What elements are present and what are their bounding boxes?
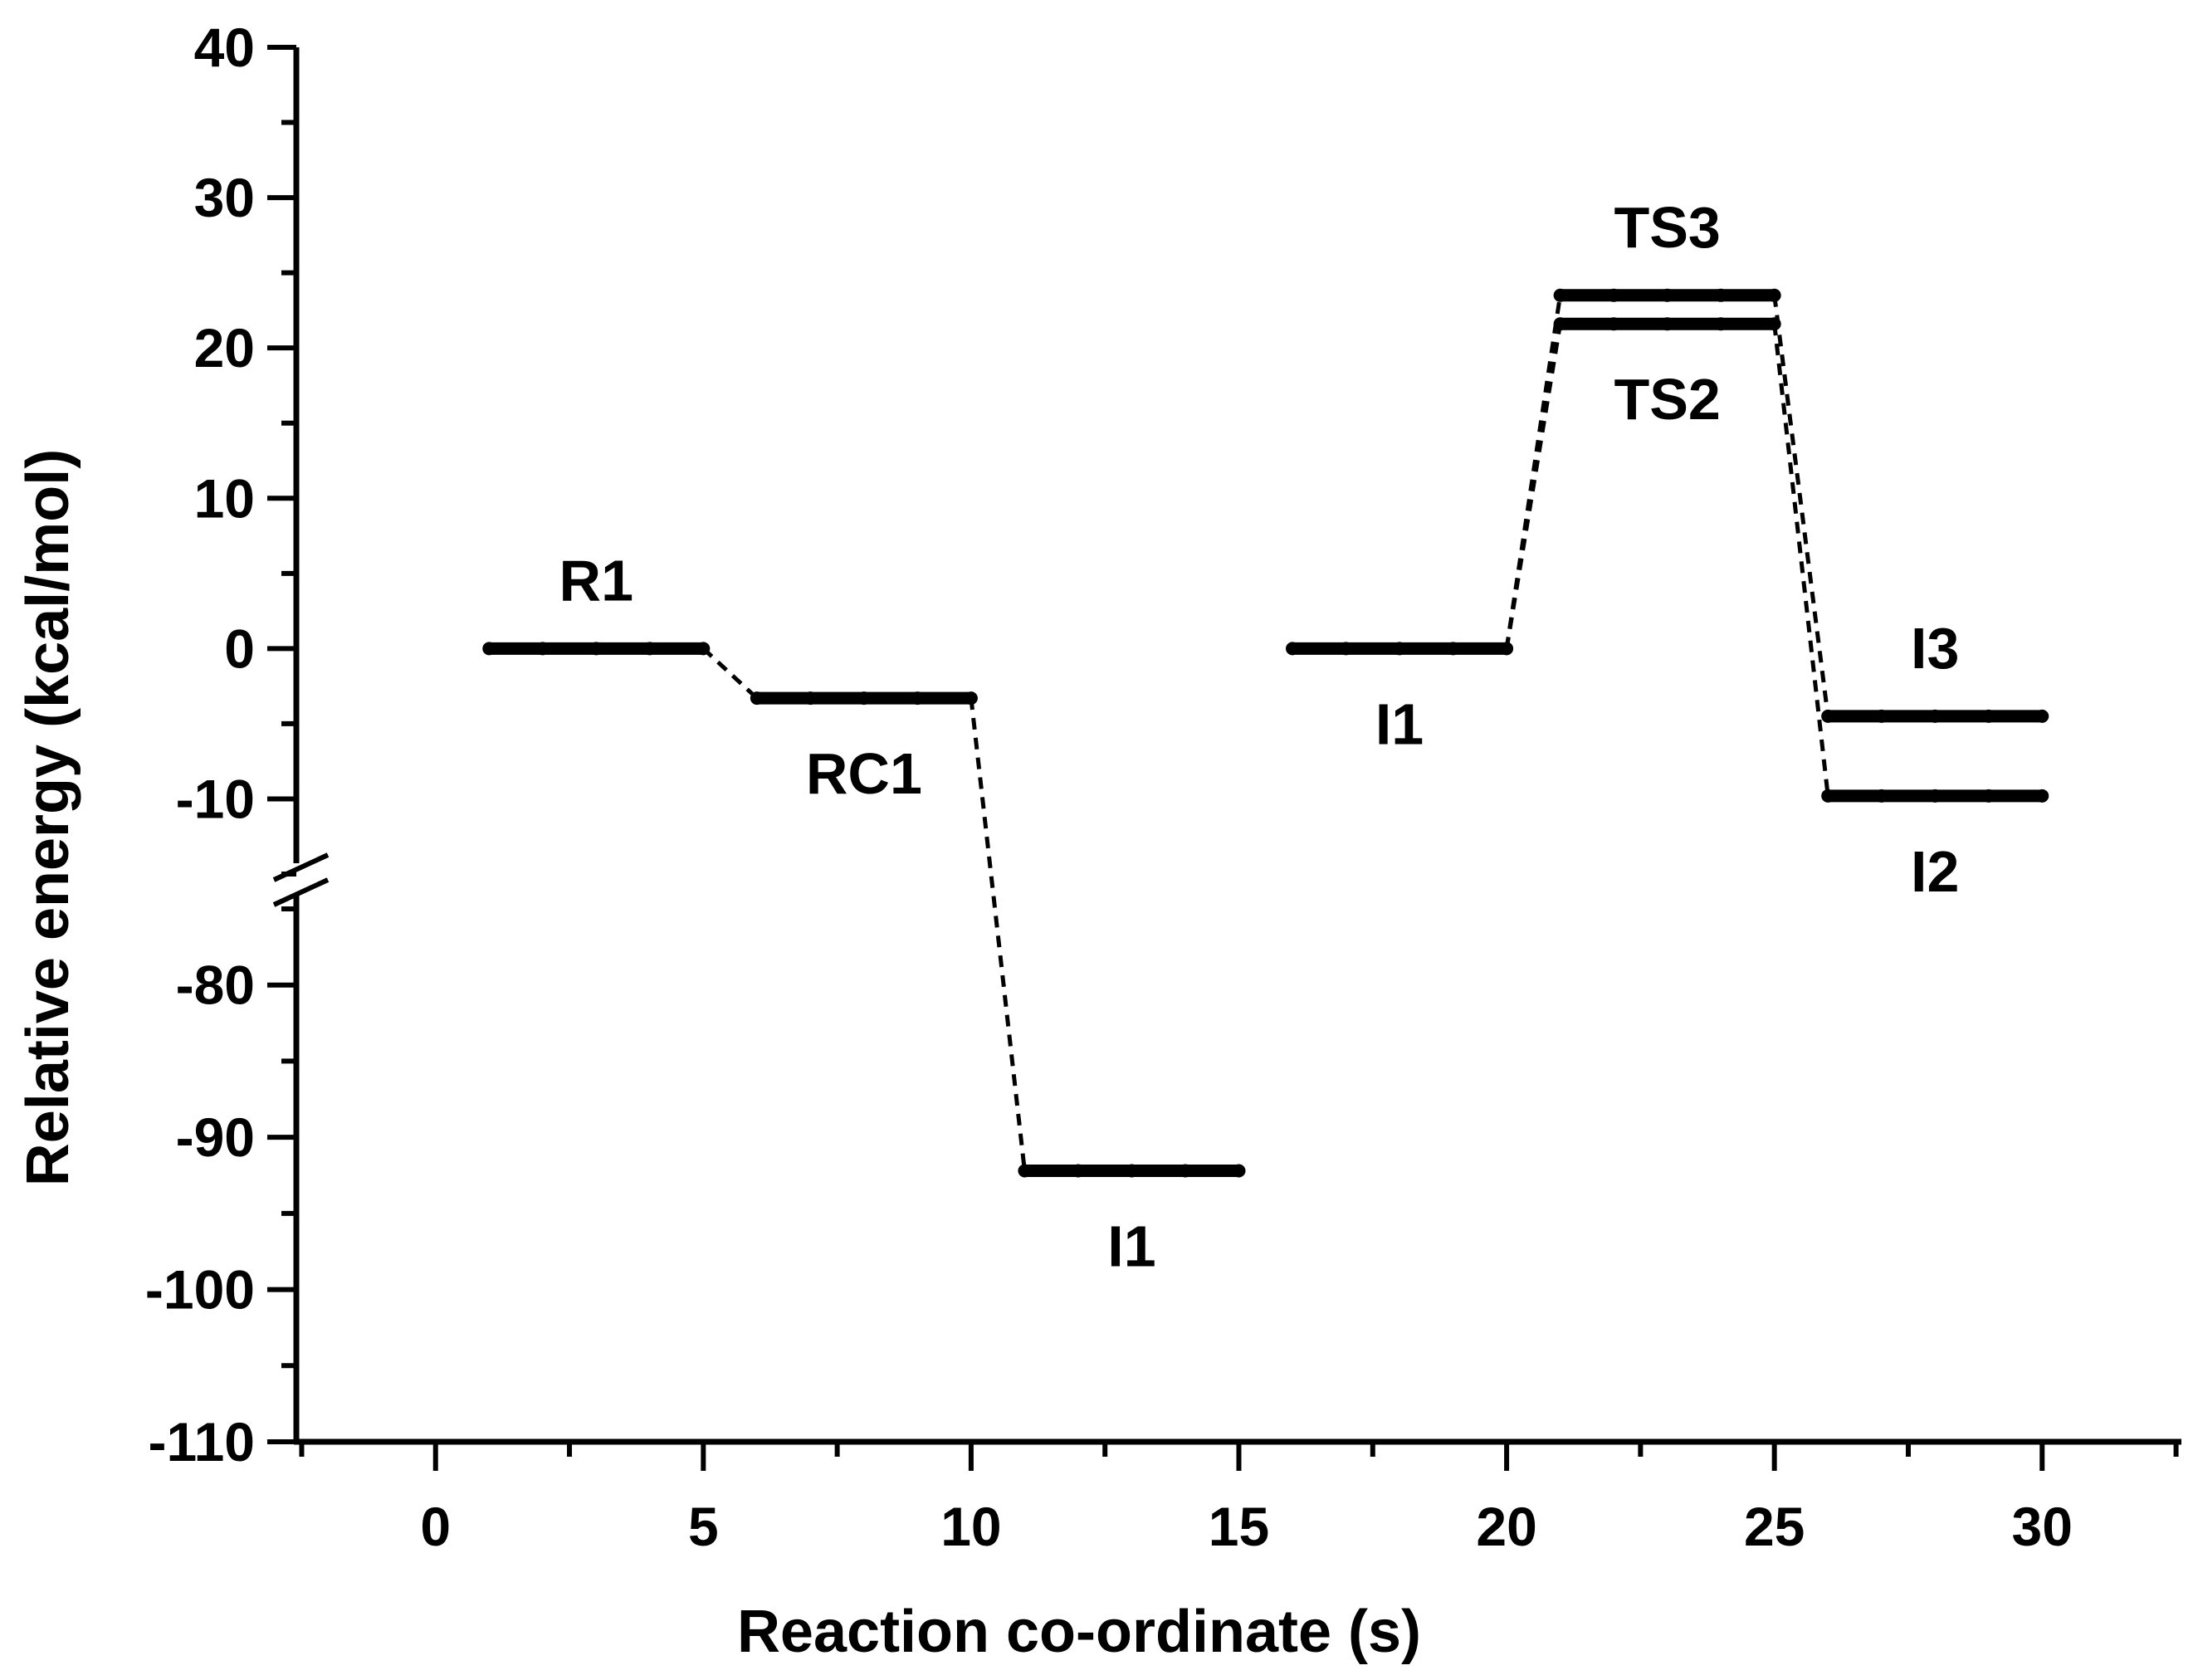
y-tick-label: 20: [194, 317, 255, 378]
x-tick-label: 15: [1209, 1496, 1269, 1557]
connector-lines: [701, 295, 1830, 1171]
energy-point: [482, 642, 496, 656]
energy-point: [589, 642, 603, 656]
energy-point: [1071, 1164, 1085, 1178]
x-axis-title: Reaction co-ordinate (s): [737, 1599, 1421, 1665]
connector-line: [1772, 323, 1830, 797]
energy-point: [1981, 789, 1995, 803]
energy-point: [1660, 317, 1674, 331]
energy-point: [1928, 789, 1942, 803]
x-tick-label: 5: [688, 1496, 719, 1557]
energy-point: [1018, 1164, 1032, 1178]
energy-point: [1874, 789, 1888, 803]
energy-point: [1446, 642, 1460, 656]
energy-point: [696, 642, 711, 656]
y-tick-label: -110: [149, 1411, 255, 1472]
energy-point: [1928, 709, 1942, 723]
connector-line: [701, 647, 759, 700]
energy-point: [911, 691, 925, 706]
x-tick-label: 0: [420, 1496, 451, 1557]
state-label: I3: [1911, 616, 1959, 681]
energy-point: [1178, 1164, 1192, 1178]
energy-point: [1660, 288, 1674, 302]
axis-break-mark: [272, 877, 330, 907]
y-tick-label: 40: [194, 17, 255, 78]
x-tick-label: 25: [1744, 1496, 1805, 1557]
energy-point: [803, 691, 818, 706]
y-tick-label: 30: [194, 167, 255, 228]
energy-point: [1607, 288, 1621, 302]
state-label: I2: [1911, 839, 1959, 904]
energy-point: [1286, 642, 1300, 656]
state-labels: R1 RC1 I1 I1 TS3 TS2 I3 I2: [559, 195, 1960, 1279]
energy-point: [1714, 317, 1728, 331]
energy-point: [1981, 709, 1995, 723]
x-tick-label: 30: [2012, 1496, 2073, 1557]
connector-line: [1504, 323, 1563, 649]
x-tick-label: 20: [1476, 1496, 1536, 1557]
energy-point: [1874, 709, 1888, 723]
energy-point: [535, 642, 550, 656]
energy-point: [1714, 288, 1728, 302]
state-label: RC1: [806, 741, 922, 806]
connector-line: [969, 697, 1027, 1171]
y-tick-label: -100: [145, 1259, 255, 1321]
connector-line: [1772, 295, 1830, 717]
y-tick-label: -80: [176, 955, 255, 1016]
y-axis-title: Relative energy (kcal/mol): [15, 449, 81, 1186]
energy-point: [1553, 288, 1567, 302]
energy-point: [857, 691, 871, 706]
y-tick-label: -90: [176, 1106, 255, 1168]
energy-point: [1232, 1164, 1246, 1178]
connector-line: [1504, 295, 1563, 649]
axes: 40 30 20 10 0 -10 -80 -90 -100 -110 0 5 10 15 20 25 30: [145, 17, 2181, 1557]
energy-point: [1821, 709, 1835, 723]
state-label: R1: [559, 548, 633, 613]
energy-point: [1767, 288, 1781, 302]
energy-point: [1393, 642, 1407, 656]
state-label: I1: [1375, 691, 1424, 756]
state-label: TS2: [1614, 367, 1720, 432]
energy-levels: [482, 288, 2049, 1178]
energy-point: [2035, 709, 2049, 723]
y-tick-label: 0: [224, 618, 255, 679]
state-label: TS3: [1614, 195, 1720, 260]
energy-point: [1125, 1164, 1139, 1178]
energy-point: [964, 691, 978, 706]
energy-point: [2035, 789, 2049, 803]
y-tick-label: -10: [176, 768, 255, 829]
energy-point: [1339, 642, 1353, 656]
x-tick-label: 10: [940, 1496, 1001, 1557]
y-tick-label: 10: [194, 467, 255, 529]
energy-point: [1500, 642, 1514, 656]
energy-point: [1821, 789, 1835, 803]
energy-point: [750, 691, 764, 706]
energy-point: [1607, 317, 1621, 331]
state-label: I1: [1107, 1214, 1155, 1278]
energy-point: [642, 642, 657, 656]
energy-point: [1767, 317, 1781, 331]
energy-point: [1553, 317, 1567, 331]
